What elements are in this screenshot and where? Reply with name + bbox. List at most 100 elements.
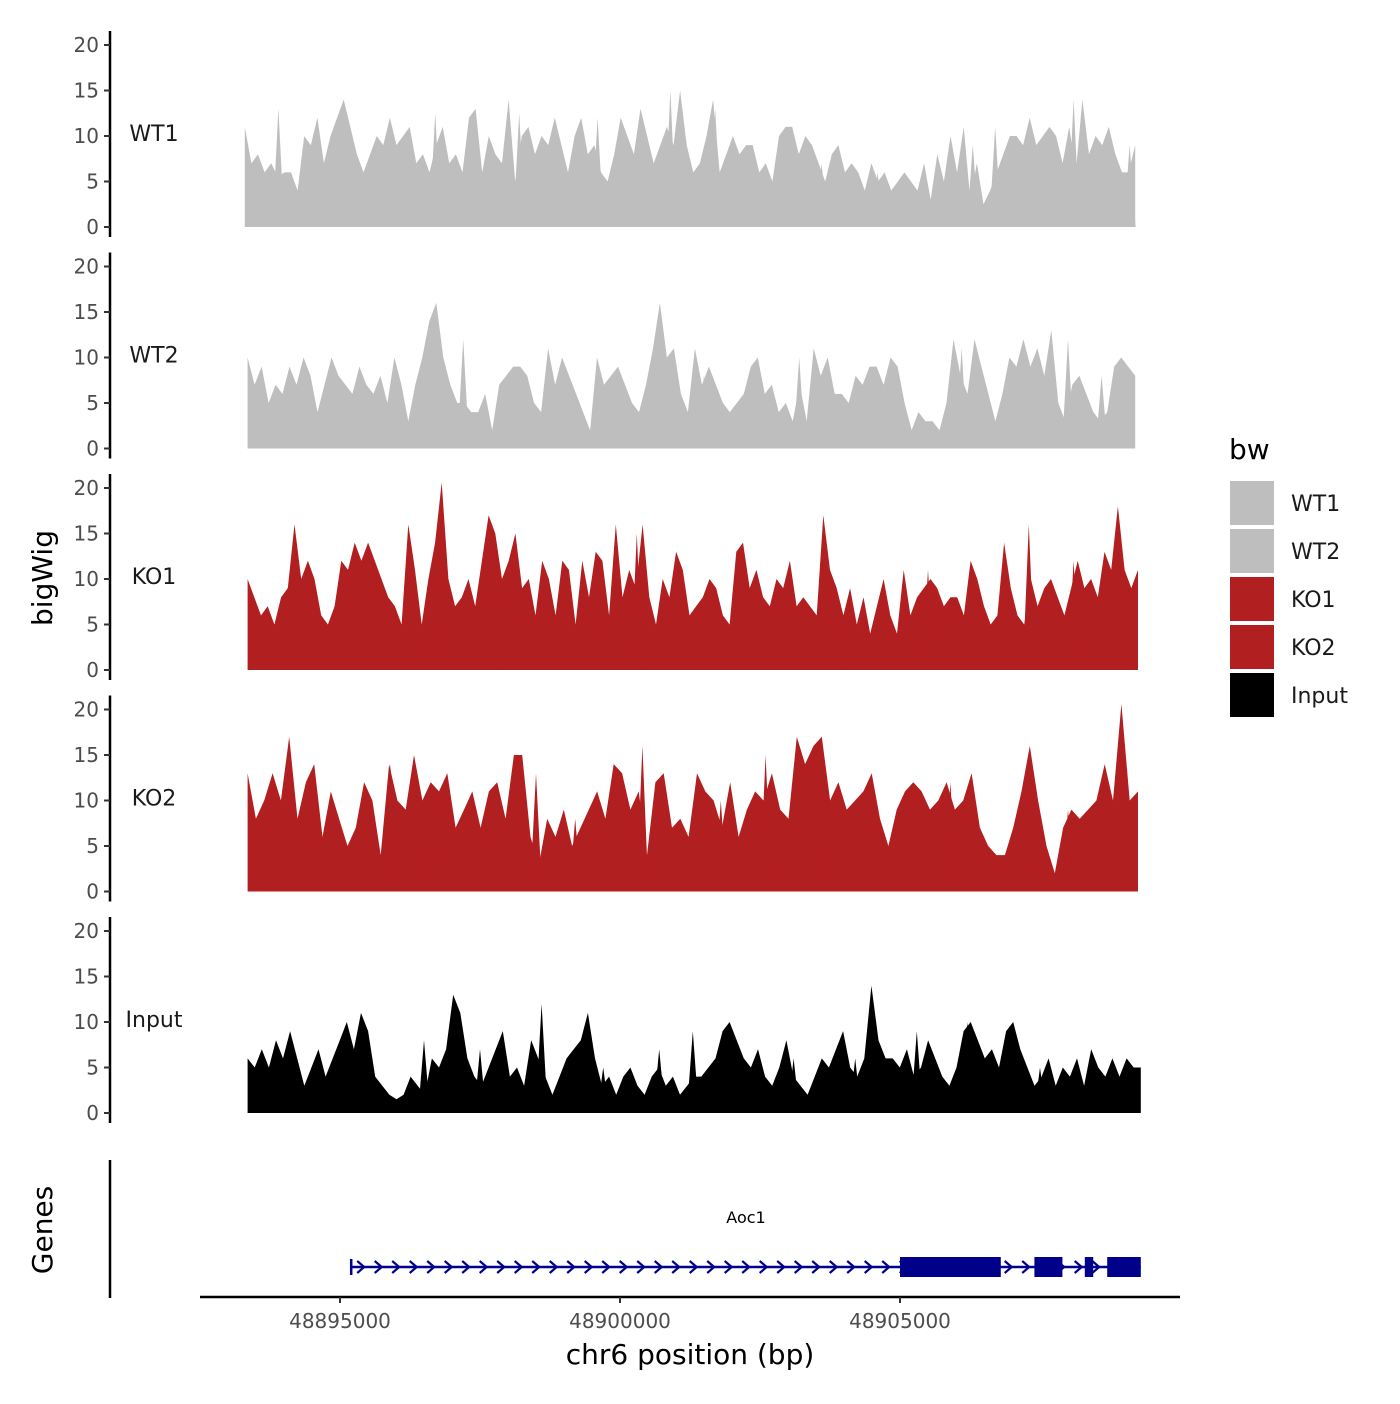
coverage-peak bbox=[457, 339, 470, 449]
y-tick-label: 20 bbox=[74, 33, 99, 57]
coverage-peak bbox=[849, 1058, 862, 1113]
coverage-peak bbox=[1022, 524, 1035, 670]
y-tick-label: 20 bbox=[74, 476, 99, 500]
coverage-peak bbox=[742, 1067, 755, 1113]
y-tick-label: 20 bbox=[74, 919, 99, 943]
x-tick-label: 48905000 bbox=[849, 1309, 951, 1333]
legend-swatch bbox=[1230, 529, 1274, 573]
track-ko1: 0 5 10 15 20 KO1 bbox=[74, 474, 1139, 682]
coverage-peak bbox=[955, 348, 968, 449]
coverage-peak bbox=[569, 818, 582, 892]
coverage-peak bbox=[989, 126, 1002, 227]
coverage-peak bbox=[1062, 809, 1074, 892]
coverage-peak bbox=[630, 533, 643, 670]
coverage-peak bbox=[653, 1049, 666, 1113]
track-wt1: 0 5 10 15 20 WT1 bbox=[74, 31, 1136, 239]
coverage-peak bbox=[709, 108, 722, 227]
y-tick-label: 0 bbox=[86, 880, 99, 904]
y-tick-label: 20 bbox=[74, 255, 99, 279]
y-tick-label: 15 bbox=[74, 965, 99, 989]
strand-arrow bbox=[391, 1260, 401, 1274]
coverage-peak bbox=[759, 755, 772, 892]
coverage-area-wt1 bbox=[244, 90, 1136, 227]
coverage-peak bbox=[944, 782, 957, 892]
strand-arrow bbox=[1021, 1260, 1031, 1274]
legend-label: KO1 bbox=[1291, 588, 1336, 613]
coverage-peak bbox=[1062, 339, 1074, 449]
y-tick-label: 15 bbox=[74, 522, 99, 546]
legend-label: WT1 bbox=[1291, 492, 1340, 517]
strand-arrow bbox=[846, 1260, 856, 1274]
gene-exon bbox=[1084, 1257, 1094, 1277]
coverage-peak bbox=[479, 809, 492, 892]
coverage-peak bbox=[418, 1040, 430, 1113]
y-tick-label: 10 bbox=[74, 567, 99, 591]
y-tick-label: 10 bbox=[74, 1010, 99, 1034]
track-label: WT1 bbox=[129, 122, 178, 147]
strand-arrow bbox=[356, 1260, 366, 1274]
y-tick-label: 5 bbox=[86, 170, 99, 194]
strand-arrow bbox=[583, 1260, 594, 1274]
legend-label: KO2 bbox=[1291, 636, 1336, 661]
coverage-peak bbox=[922, 569, 934, 670]
coverage-peak bbox=[513, 113, 526, 227]
y-tick-label: 0 bbox=[86, 215, 99, 239]
coverage-peak bbox=[530, 773, 542, 892]
coverage-peak bbox=[1095, 375, 1108, 449]
strand-arrow bbox=[1091, 1260, 1101, 1274]
strand-arrow bbox=[618, 1260, 629, 1274]
coverage-peak bbox=[1067, 99, 1080, 227]
coverage-peak bbox=[1034, 1067, 1046, 1113]
coverage-peak bbox=[619, 384, 632, 449]
coverage-peak bbox=[1067, 560, 1080, 670]
coverage-area-ko2 bbox=[247, 704, 1139, 892]
y-tick-label: 15 bbox=[74, 79, 99, 103]
strand-arrow bbox=[758, 1260, 769, 1274]
strand-arrow bbox=[723, 1260, 734, 1274]
x-tick-label: 48900000 bbox=[569, 1309, 671, 1333]
legend-swatch bbox=[1230, 577, 1274, 621]
coverage-peak bbox=[541, 366, 554, 449]
strand-arrow bbox=[688, 1260, 699, 1274]
strand-arrow bbox=[478, 1260, 489, 1274]
y-tick-label: 10 bbox=[74, 346, 99, 370]
legend-title: bw bbox=[1229, 433, 1270, 466]
coverage-peak bbox=[731, 421, 744, 449]
coverage-peak bbox=[429, 791, 442, 892]
coverage-peak bbox=[994, 855, 1007, 892]
coverage-area-wt2 bbox=[247, 302, 1136, 449]
strand-arrow bbox=[706, 1260, 716, 1274]
coverage-area-ko1 bbox=[247, 482, 1139, 670]
legend-swatch bbox=[1230, 625, 1274, 669]
track-label: KO2 bbox=[132, 787, 177, 812]
y-tick-label: 5 bbox=[86, 613, 99, 637]
coverage-peak bbox=[429, 579, 442, 670]
coverage-peak bbox=[793, 357, 806, 449]
y-tick-label: 10 bbox=[74, 124, 99, 148]
y-tick-label: 15 bbox=[74, 743, 99, 767]
y-tick-label: 5 bbox=[86, 1056, 99, 1080]
gene-exon bbox=[1034, 1257, 1063, 1277]
y-tick-label: 20 bbox=[74, 698, 99, 722]
track-label: KO1 bbox=[132, 565, 177, 590]
track-label: WT2 bbox=[129, 344, 178, 369]
coverage-peak bbox=[686, 1031, 699, 1113]
strand-arrow bbox=[793, 1260, 804, 1274]
y-tick-label: 0 bbox=[86, 1101, 99, 1125]
coverage-peak bbox=[395, 393, 408, 449]
legend-swatch bbox=[1230, 481, 1274, 525]
coverage-peak bbox=[591, 117, 604, 227]
strand-arrow bbox=[741, 1260, 751, 1274]
coverage-peak bbox=[843, 597, 856, 670]
coverage-tracks: 0 5 10 15 20 WT1 0 5 10 15 20 WT2 0 5 10 15 20 KO1 0 5 10 15 2… bbox=[74, 31, 1141, 1125]
coverage-peak bbox=[429, 113, 442, 227]
coverage-peak bbox=[272, 108, 285, 227]
coverage-peak bbox=[602, 615, 615, 670]
coverage-peak bbox=[815, 163, 828, 227]
x-axis: 48895000 48900000 48905000 bbox=[200, 1295, 1180, 1333]
strand-arrow bbox=[461, 1260, 471, 1274]
strand-arrow bbox=[513, 1260, 524, 1274]
y-axis-title: bigWig bbox=[26, 530, 59, 626]
x-tick-label: 48895000 bbox=[289, 1309, 391, 1333]
